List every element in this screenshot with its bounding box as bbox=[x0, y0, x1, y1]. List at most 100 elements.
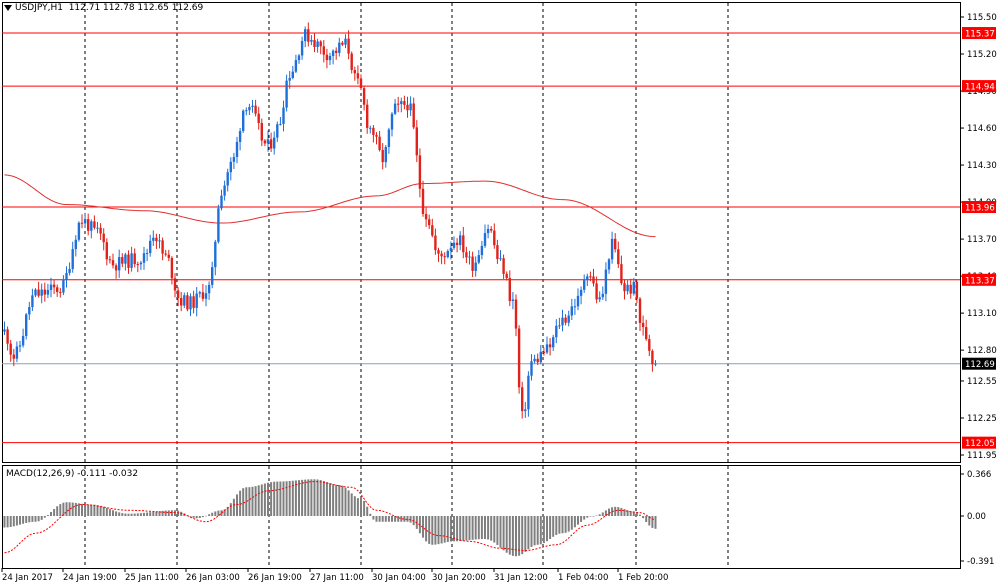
macd-bar bbox=[34, 516, 37, 522]
time-tick-label: 30 Jan 20:00 bbox=[432, 573, 486, 583]
macd-bar bbox=[468, 516, 471, 541]
macd-bar bbox=[635, 512, 638, 516]
macd-bar bbox=[601, 512, 604, 516]
candle bbox=[142, 246, 146, 270]
current-price-tag-label: 112.69 bbox=[965, 360, 995, 370]
candle bbox=[176, 287, 180, 307]
candle-body bbox=[570, 306, 573, 316]
candle-body bbox=[468, 256, 471, 258]
candle bbox=[409, 96, 412, 116]
macd-bar bbox=[511, 516, 514, 556]
macd-bar bbox=[577, 516, 579, 525]
candle-body bbox=[555, 325, 558, 338]
candle bbox=[651, 349, 654, 372]
candle bbox=[273, 131, 276, 155]
candle-body bbox=[558, 325, 561, 327]
candle-body bbox=[452, 242, 456, 248]
level-tag-box bbox=[962, 436, 996, 449]
macd-bar bbox=[77, 503, 80, 516]
macd-bar bbox=[198, 516, 201, 518]
candle-body bbox=[235, 141, 239, 158]
price-tick-label: 111.95 bbox=[967, 451, 997, 461]
candle-body bbox=[592, 276, 595, 284]
dropdown-triangle-icon[interactable] bbox=[4, 4, 12, 11]
candle bbox=[393, 98, 397, 116]
candle bbox=[576, 288, 580, 311]
macd-bar bbox=[298, 480, 300, 516]
price-tick-label: 113.70 bbox=[967, 235, 997, 245]
candle bbox=[248, 103, 251, 116]
candle-body bbox=[564, 317, 567, 323]
macd-bar bbox=[592, 516, 595, 517]
candle-body bbox=[428, 219, 431, 226]
candle bbox=[62, 275, 65, 296]
macd-bar bbox=[474, 516, 477, 540]
macd-bar bbox=[648, 516, 651, 526]
macd-bar bbox=[118, 512, 121, 516]
candle-body bbox=[297, 55, 301, 61]
candle-body bbox=[105, 242, 108, 260]
candle-body bbox=[536, 358, 539, 363]
time-tick-label: 1 Feb 20:00 bbox=[618, 573, 668, 583]
candle bbox=[601, 286, 604, 301]
candle bbox=[266, 130, 270, 152]
price-panel-frame bbox=[2, 2, 961, 463]
candle-body bbox=[142, 253, 146, 263]
candle-body bbox=[378, 136, 381, 150]
candle-body bbox=[152, 237, 155, 241]
macd-bar bbox=[583, 516, 586, 520]
candle bbox=[490, 226, 493, 233]
macd-bar bbox=[201, 516, 204, 518]
candle bbox=[40, 283, 43, 304]
macd-bar bbox=[369, 513, 372, 516]
candle-body bbox=[167, 254, 170, 258]
macd-tick-label: -0.391 bbox=[967, 557, 994, 567]
candle-body bbox=[390, 113, 394, 130]
candle bbox=[418, 148, 422, 198]
time-axis: 24 Jan 2017 24 Jan 19:00 25 Jan 11:00 26 Ja… bbox=[1, 568, 668, 583]
macd-panel[interactable] bbox=[2, 465, 961, 569]
candle-body bbox=[170, 257, 174, 279]
macd-bar bbox=[301, 479, 304, 516]
candle bbox=[207, 281, 211, 300]
macd-bar bbox=[40, 516, 43, 520]
candle bbox=[49, 277, 53, 298]
price-panel[interactable] bbox=[2, 2, 961, 463]
candle-body bbox=[353, 69, 356, 74]
time-tick-label: 1 Feb 04:00 bbox=[558, 573, 608, 583]
candle-body bbox=[598, 297, 601, 300]
macd-bar bbox=[130, 513, 133, 516]
candle-body bbox=[641, 322, 645, 328]
candle bbox=[220, 189, 223, 211]
candle bbox=[424, 207, 428, 227]
macd-bar bbox=[174, 510, 176, 516]
macd-bar bbox=[453, 516, 455, 542]
macd-axis: 0.366 0.00 -0.391 bbox=[960, 470, 994, 567]
candle-body bbox=[300, 41, 304, 56]
macd-bar bbox=[270, 482, 273, 516]
macd-bar bbox=[139, 513, 142, 516]
candle-body bbox=[124, 254, 127, 264]
macd-bar bbox=[561, 516, 564, 534]
macd-bar bbox=[124, 513, 127, 516]
candle-body bbox=[400, 101, 403, 105]
macd-bar bbox=[329, 483, 331, 516]
candle bbox=[375, 132, 378, 145]
level-tag-box bbox=[962, 80, 996, 93]
candle bbox=[192, 290, 195, 314]
candle-body bbox=[583, 280, 586, 290]
candle bbox=[173, 273, 177, 298]
macd-bar bbox=[356, 498, 359, 516]
macd-bar bbox=[121, 513, 124, 516]
time-tick-label: 26 Jan 03:00 bbox=[186, 573, 240, 583]
candle-body bbox=[46, 289, 50, 295]
candle bbox=[328, 52, 332, 65]
candle bbox=[480, 240, 484, 260]
candle bbox=[183, 292, 186, 309]
candle-body bbox=[65, 272, 68, 280]
candle bbox=[164, 249, 167, 257]
candle-body bbox=[316, 41, 319, 48]
candle-body bbox=[52, 284, 56, 288]
candle bbox=[654, 360, 657, 367]
